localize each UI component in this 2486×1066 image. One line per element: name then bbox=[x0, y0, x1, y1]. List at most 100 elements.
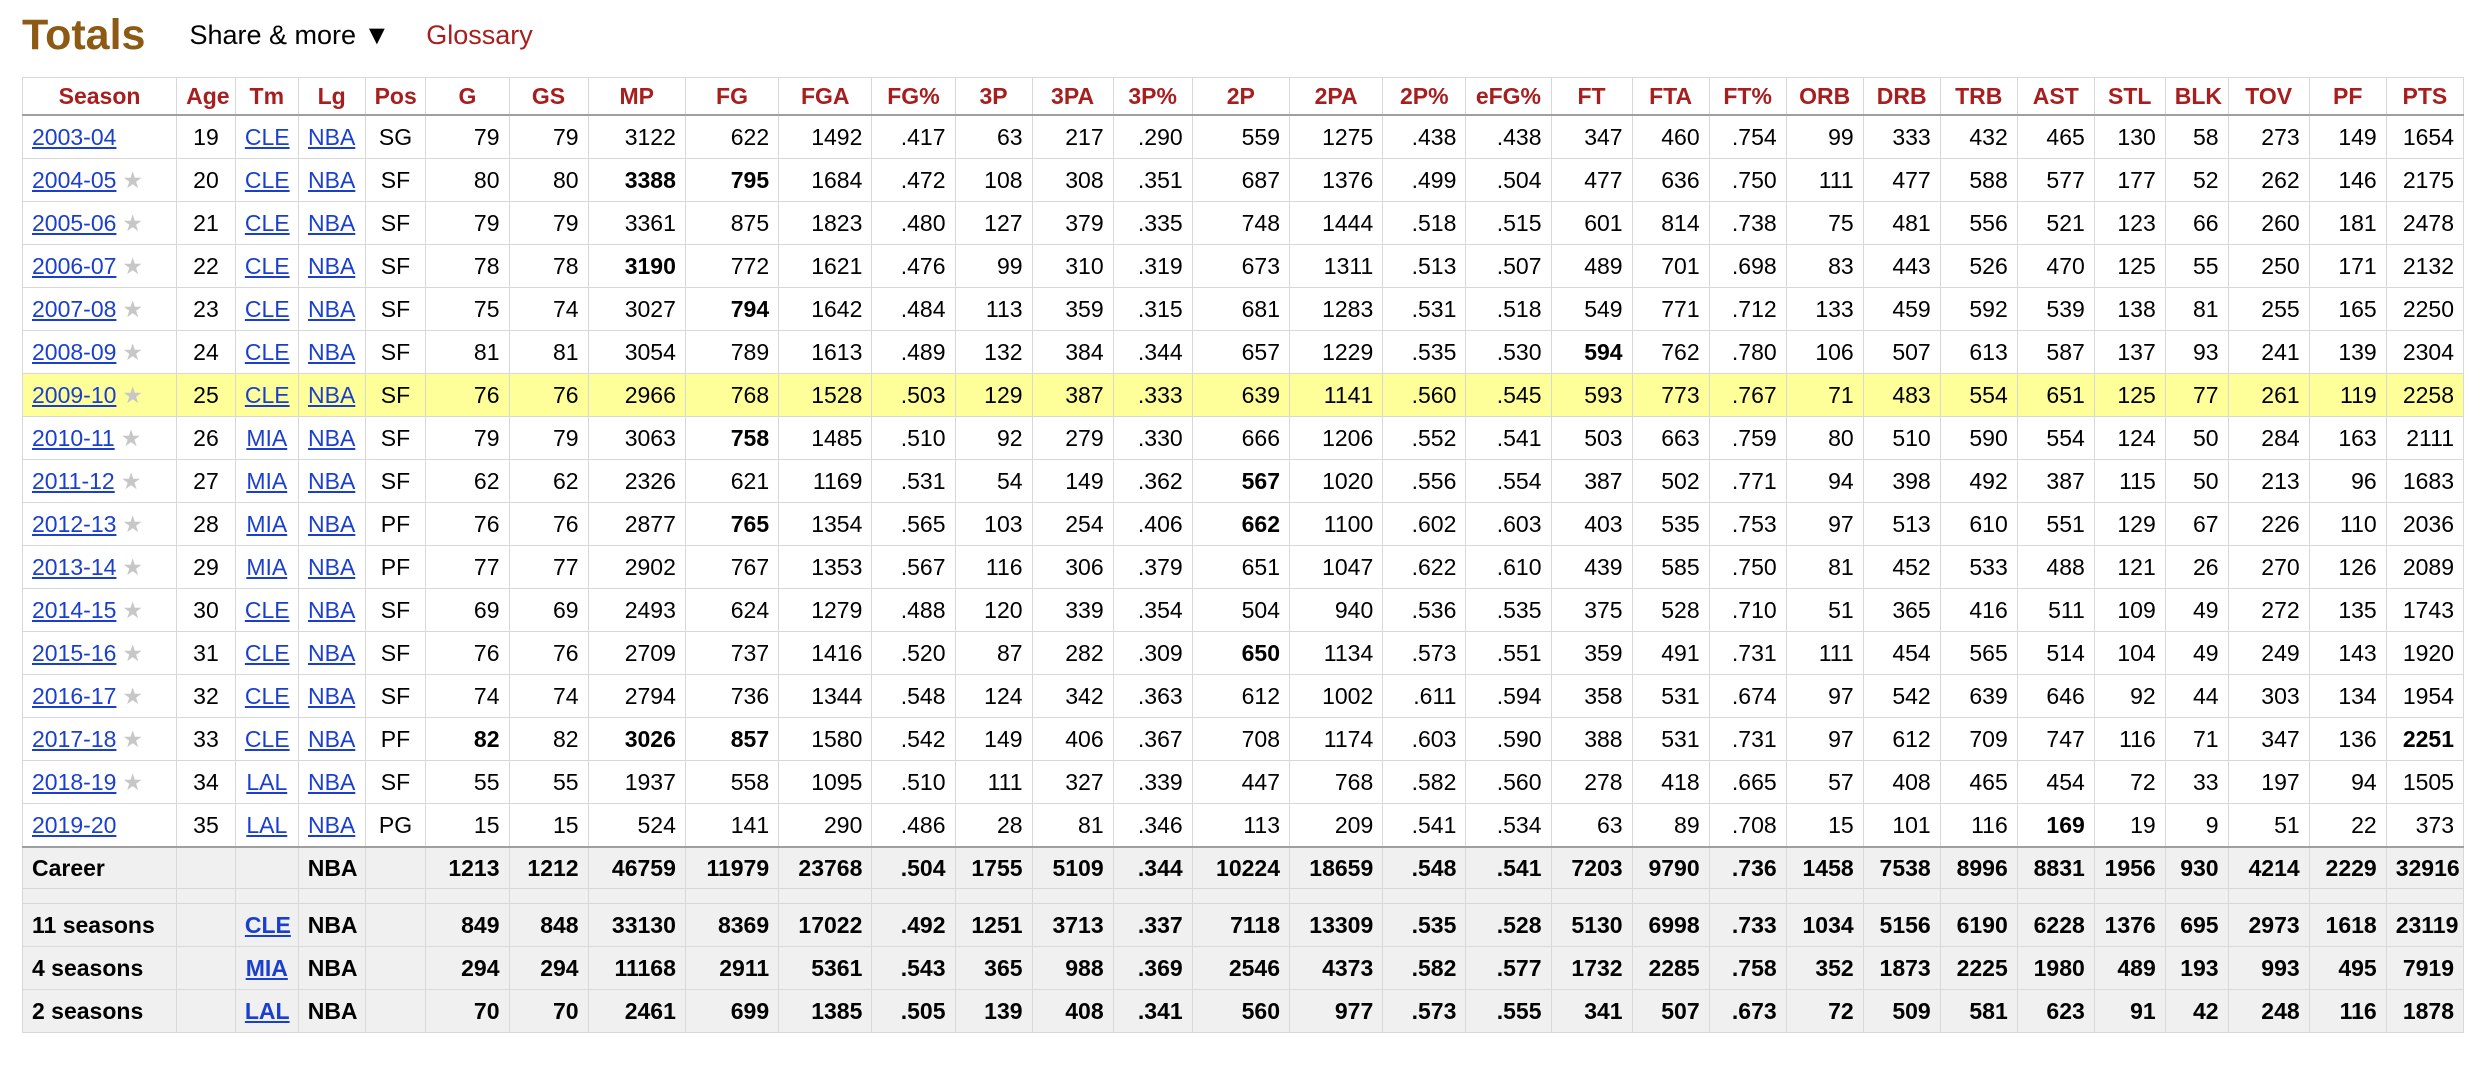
cell-g: 76 bbox=[425, 373, 510, 417]
league-link[interactable]: NBA bbox=[308, 123, 356, 150]
season-link[interactable]: 2010-11 bbox=[32, 424, 115, 451]
team-link[interactable]: CLE bbox=[244, 596, 290, 623]
cell-stl: 177 bbox=[2093, 158, 2166, 202]
league-link[interactable]: NBA bbox=[308, 725, 356, 752]
team-link[interactable]: CLE bbox=[244, 166, 290, 193]
team-link[interactable]: CLE bbox=[244, 381, 290, 408]
column-header-fta[interactable]: FTA bbox=[1631, 77, 1710, 116]
league-link[interactable]: NBA bbox=[308, 639, 356, 666]
season-cell: 2013-14 ★ bbox=[21, 545, 178, 589]
team-link[interactable]: MIA bbox=[246, 553, 288, 580]
column-header-stl[interactable]: STL bbox=[2093, 77, 2166, 116]
team-link[interactable]: CLE bbox=[244, 338, 290, 365]
cell-fga: 1642 bbox=[778, 287, 873, 331]
column-header-ft-pct[interactable]: FT% bbox=[1708, 77, 1787, 116]
team-link[interactable]: CLE bbox=[244, 123, 290, 150]
cell-ft: 489 bbox=[1550, 244, 1633, 288]
column-header-2pa[interactable]: 2PA bbox=[1288, 77, 1384, 116]
league-link[interactable]: NBA bbox=[308, 682, 356, 709]
team-link[interactable]: CLE bbox=[244, 252, 290, 279]
league-link[interactable]: NBA bbox=[308, 381, 356, 408]
cell-tm: CLE bbox=[234, 287, 299, 331]
cell-3pa: 988 bbox=[1031, 946, 1114, 990]
cell-stl: 92 bbox=[2093, 674, 2166, 718]
league-link[interactable]: NBA bbox=[308, 252, 356, 279]
team-link[interactable]: MIA bbox=[246, 510, 288, 537]
league-link[interactable]: NBA bbox=[308, 295, 356, 322]
column-header-blk[interactable]: BLK bbox=[2164, 77, 2229, 116]
team-link[interactable]: CLE bbox=[244, 911, 291, 938]
team-link[interactable]: CLE bbox=[244, 682, 290, 709]
column-header-3p-pct[interactable]: 3P% bbox=[1112, 77, 1193, 116]
team-link[interactable]: LAL bbox=[246, 811, 288, 838]
column-header-orb[interactable]: ORB bbox=[1785, 77, 1864, 116]
column-header-drb[interactable]: DRB bbox=[1862, 77, 1941, 116]
cell-3p: 139 bbox=[954, 989, 1033, 1033]
column-header-2p-pct[interactable]: 2P% bbox=[1382, 77, 1467, 116]
team-link[interactable]: CLE bbox=[244, 725, 290, 752]
season-link[interactable]: 2011-12 bbox=[32, 467, 115, 494]
chevron-down-icon: ▼ bbox=[363, 19, 391, 50]
league-link[interactable]: NBA bbox=[308, 510, 356, 537]
column-header-fg-pct[interactable]: FG% bbox=[871, 77, 956, 116]
column-header-fga[interactable]: FGA bbox=[778, 77, 873, 116]
season-link[interactable]: 2005-06 bbox=[32, 209, 117, 236]
glossary-link[interactable]: Glossary bbox=[426, 19, 533, 50]
season-link[interactable]: 2003-04 bbox=[32, 123, 117, 150]
column-header-2p[interactable]: 2P bbox=[1191, 77, 1291, 116]
column-header-fg[interactable]: FG bbox=[684, 77, 780, 116]
column-header-tov[interactable]: TOV bbox=[2227, 77, 2310, 116]
season-link[interactable]: 2014-15 bbox=[32, 596, 117, 623]
column-header-lg[interactable]: Lg bbox=[297, 77, 366, 116]
league-link[interactable]: NBA bbox=[308, 811, 356, 838]
column-header-3p[interactable]: 3P bbox=[954, 77, 1033, 116]
team-link[interactable]: CLE bbox=[244, 639, 290, 666]
season-link[interactable]: 2008-09 bbox=[32, 338, 117, 365]
season-link[interactable]: 2015-16 bbox=[32, 639, 117, 666]
column-header-trb[interactable]: TRB bbox=[1939, 77, 2018, 116]
cell-g: 55 bbox=[425, 760, 510, 804]
column-header-pf[interactable]: PF bbox=[2308, 77, 2387, 116]
season-link[interactable]: 2016-17 bbox=[32, 682, 117, 709]
league-link[interactable]: NBA bbox=[308, 209, 356, 236]
season-link[interactable]: 2019-20 bbox=[32, 811, 117, 838]
column-header-pos[interactable]: Pos bbox=[364, 77, 427, 116]
column-header-pts[interactable]: PTS bbox=[2385, 77, 2465, 116]
cell-lg: NBA bbox=[297, 588, 366, 632]
league-link[interactable]: NBA bbox=[308, 553, 356, 580]
team-link[interactable]: LAL bbox=[246, 768, 288, 795]
column-header-age[interactable]: Age bbox=[176, 77, 236, 116]
league-link[interactable]: NBA bbox=[308, 768, 356, 795]
season-link[interactable]: 2013-14 bbox=[32, 553, 117, 580]
season-link[interactable]: 2004-05 bbox=[32, 166, 117, 193]
season-link[interactable]: 2012-13 bbox=[32, 510, 117, 537]
team-link[interactable]: CLE bbox=[244, 295, 290, 322]
league-link[interactable]: NBA bbox=[308, 166, 356, 193]
column-header-gs[interactable]: GS bbox=[508, 77, 589, 116]
cell-fg-pct: .492 bbox=[871, 903, 956, 947]
league-link[interactable]: NBA bbox=[308, 596, 356, 623]
column-header-mp[interactable]: MP bbox=[587, 77, 686, 116]
team-link[interactable]: LAL bbox=[244, 997, 290, 1024]
column-header-g[interactable]: G bbox=[425, 77, 510, 116]
team-link[interactable]: MIA bbox=[246, 467, 288, 494]
league-link[interactable]: NBA bbox=[308, 424, 356, 451]
column-header-tm[interactable]: Tm bbox=[234, 77, 299, 116]
league-link[interactable]: NBA bbox=[308, 338, 356, 365]
season-link[interactable]: 2018-19 bbox=[32, 768, 117, 795]
team-link[interactable]: MIA bbox=[245, 954, 288, 981]
season-link[interactable]: 2007-08 bbox=[32, 295, 117, 322]
cell-tov: 260 bbox=[2227, 201, 2310, 245]
column-header-3pa[interactable]: 3PA bbox=[1031, 77, 1114, 116]
team-link[interactable]: MIA bbox=[246, 424, 288, 451]
season-link[interactable]: 2009-10 bbox=[32, 381, 117, 408]
team-link[interactable]: CLE bbox=[244, 209, 290, 236]
season-link[interactable]: 2006-07 bbox=[32, 252, 117, 279]
column-header-ft[interactable]: FT bbox=[1550, 77, 1633, 116]
share-menu-button[interactable]: Share & more ▼ bbox=[189, 20, 390, 51]
column-header-efg-pct[interactable]: eFG% bbox=[1465, 77, 1552, 116]
column-header-ast[interactable]: AST bbox=[2016, 77, 2095, 116]
column-header-season[interactable]: Season bbox=[21, 77, 178, 116]
league-link[interactable]: NBA bbox=[308, 467, 356, 494]
season-link[interactable]: 2017-18 bbox=[32, 725, 117, 752]
